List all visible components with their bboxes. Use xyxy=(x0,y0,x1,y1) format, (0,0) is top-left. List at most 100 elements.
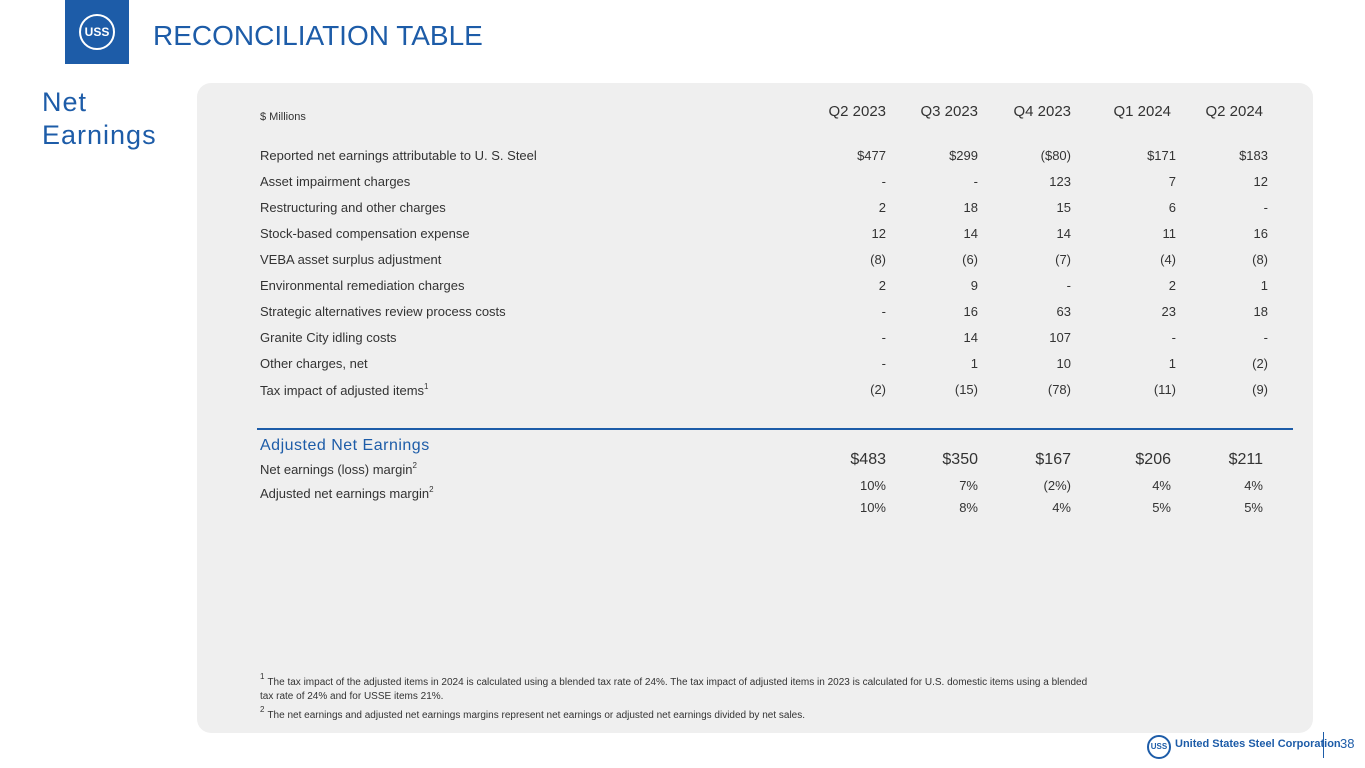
row-label: Asset impairment charges xyxy=(260,174,410,189)
row-label-text: Granite City idling costs xyxy=(260,330,397,345)
total-cell: $211 xyxy=(1228,451,1263,468)
row-label: Restructuring and other charges xyxy=(260,200,446,215)
footnote: 1The tax impact of the adjusted items in… xyxy=(260,670,1100,704)
cell: - xyxy=(881,174,886,189)
cell: 1 xyxy=(1260,278,1268,293)
margin-cell: 4% xyxy=(1244,478,1263,493)
cell: 2 xyxy=(1168,278,1176,293)
total-cell: $206 xyxy=(1135,451,1171,468)
panel xyxy=(197,83,1313,733)
cell: (11) xyxy=(1153,382,1176,397)
cell: 6 xyxy=(1168,200,1176,215)
cell: 16 xyxy=(963,304,978,319)
cell: $183 xyxy=(1239,148,1268,163)
cell: 16 xyxy=(1253,226,1268,241)
row-label-text: Adjusted net earnings margin xyxy=(260,486,430,501)
cell: - xyxy=(1263,330,1268,345)
row-label: Other charges, net xyxy=(260,356,368,371)
column-header: Q1 2024 xyxy=(1113,103,1171,120)
row-label-text: Asset impairment charges xyxy=(260,174,411,189)
cell: (6) xyxy=(962,252,978,267)
row-label-text: Restructuring and other charges xyxy=(260,200,446,215)
cell: 10 xyxy=(1056,356,1071,371)
cell: - xyxy=(1066,278,1071,293)
row-label: Stock-based compensation expense xyxy=(260,226,470,241)
cell: (8) xyxy=(870,252,886,267)
footnote-ref: 2 xyxy=(429,485,434,494)
column-header: Q2 2024 xyxy=(1205,103,1263,120)
page-number: 38 xyxy=(1340,736,1355,751)
cell: $477 xyxy=(857,148,886,163)
row-label: Strategic alternatives review process co… xyxy=(260,304,506,319)
cell: 12 xyxy=(1253,174,1268,189)
footnote: 2The net earnings and adjusted net earni… xyxy=(260,703,1100,723)
total-cell: $167 xyxy=(1035,451,1071,468)
cell: 2 xyxy=(878,278,886,293)
footnote-text: The net earnings and adjusted net earnin… xyxy=(267,710,806,721)
cell: - xyxy=(1263,200,1268,215)
footnote-mark: 2 xyxy=(260,705,265,714)
divider xyxy=(257,428,1293,430)
cell: $171 xyxy=(1147,148,1176,163)
cell: 23 xyxy=(1161,304,1176,319)
row-label: VEBA asset surplus adjustment xyxy=(260,252,441,267)
cell: 123 xyxy=(1049,174,1071,189)
footnote-ref: 2 xyxy=(412,461,417,470)
row-label-text: Environmental remediation charges xyxy=(260,278,465,293)
row-label-text: VEBA asset surplus adjustment xyxy=(260,252,442,267)
cell: (7) xyxy=(1055,252,1071,267)
margin-cell: (2%) xyxy=(1043,478,1071,493)
margin-cell: 10% xyxy=(859,478,886,493)
cell: 14 xyxy=(1056,226,1071,241)
row-label: Reported net earnings attributable to U.… xyxy=(260,148,537,163)
row-label: Environmental remediation charges xyxy=(260,278,465,293)
total-cell: $483 xyxy=(850,451,886,468)
row-label-text: Net earnings (loss) margin xyxy=(260,462,413,477)
margin-label: Net earnings (loss) margin2 xyxy=(260,461,417,477)
margin-cell: 10% xyxy=(859,500,886,515)
column-header: Q3 2023 xyxy=(920,103,978,120)
cell: - xyxy=(881,304,886,319)
cell: 12 xyxy=(871,226,886,241)
unit: $ Millions xyxy=(260,111,306,123)
cell: (9) xyxy=(1252,382,1268,397)
cell: 14 xyxy=(963,226,978,241)
cell: (2) xyxy=(1252,356,1268,371)
margin-cell: 8% xyxy=(959,500,978,515)
row-label-text: Strategic alternatives review process co… xyxy=(260,304,506,319)
cell: - xyxy=(881,356,886,371)
cell: - xyxy=(881,330,886,345)
cell: 14 xyxy=(963,330,978,345)
column-header: Q4 2023 xyxy=(1013,103,1071,120)
footnote-text: The tax impact of the adjusted items in … xyxy=(260,677,1088,702)
cell: 9 xyxy=(970,278,978,293)
margin-cell: 5% xyxy=(1244,500,1263,515)
cell: (78) xyxy=(1047,382,1071,397)
title: RECONCILIATION TABLE xyxy=(153,20,483,51)
section-title: Net Earnings xyxy=(42,87,157,150)
margin-cell: 4% xyxy=(1152,478,1171,493)
cell: 18 xyxy=(1253,304,1268,319)
margin-cell: 5% xyxy=(1152,500,1171,515)
total-label: Adjusted Net Earnings xyxy=(260,437,430,454)
margin-cell: 4% xyxy=(1052,500,1071,515)
footnote-mark: 1 xyxy=(260,672,265,681)
cell: ($80) xyxy=(1040,148,1071,163)
logo-text: USS xyxy=(79,14,115,50)
row-label-text: Reported net earnings attributable to U.… xyxy=(260,148,537,163)
cell: 1 xyxy=(970,356,978,371)
cell: (8) xyxy=(1252,252,1268,267)
cell: 2 xyxy=(878,200,886,215)
logo: USS xyxy=(65,0,129,64)
row-label-text: Stock-based compensation expense xyxy=(260,226,470,241)
row-label-text: Other charges, net xyxy=(260,356,368,371)
footnote-ref: 1 xyxy=(424,382,429,391)
cell: (15) xyxy=(954,382,978,397)
cell: 107 xyxy=(1049,330,1071,345)
row-label: Tax impact of adjusted items1 xyxy=(260,382,428,398)
cell: 7 xyxy=(1168,174,1176,189)
margin-label: Adjusted net earnings margin2 xyxy=(260,485,434,501)
cell: - xyxy=(1171,330,1176,345)
cell: (4) xyxy=(1160,252,1176,267)
